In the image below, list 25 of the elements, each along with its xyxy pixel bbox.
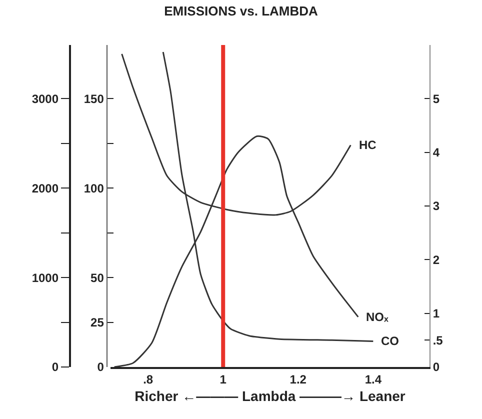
y3-tick-label: 3 bbox=[432, 199, 440, 214]
y2-tick-label: 150 bbox=[84, 92, 104, 106]
x-tick-label: 1.2 bbox=[290, 372, 307, 386]
chart-title: EMISSIONS vs. LAMBDA bbox=[164, 3, 319, 18]
y3-tick-label: 2 bbox=[432, 252, 440, 267]
x-tick-label: 1.4 bbox=[364, 372, 382, 386]
y3-tick-label: 1 bbox=[432, 306, 440, 321]
y2-tick-label: 100 bbox=[84, 181, 104, 196]
y3-tick-label: 5 bbox=[432, 92, 440, 106]
y2-tick-label: 25 bbox=[90, 315, 104, 330]
y-tick-label: 1000 bbox=[32, 270, 59, 285]
y3-tick-label: 4 bbox=[432, 146, 440, 160]
series-label: HC bbox=[359, 138, 377, 152]
y2-tick-label: 50 bbox=[90, 270, 104, 285]
y3-tick-label: .5 bbox=[432, 333, 444, 348]
y-tick-label: 2000 bbox=[32, 181, 59, 196]
x-tick-label: .8 bbox=[143, 372, 154, 386]
series-label: CO bbox=[381, 334, 399, 348]
x-axis-title: Richer ←——— Lambda ———→ Leaner bbox=[134, 388, 406, 404]
y-tick-label: 0 bbox=[52, 360, 59, 374]
y2-tick-label: 0 bbox=[97, 360, 104, 374]
y3-tick-label: 0 bbox=[432, 360, 440, 374]
x-tick-label: 1 bbox=[220, 372, 227, 386]
series-label: NOₓ bbox=[366, 310, 389, 324]
y-tick-label: 3000 bbox=[32, 92, 59, 106]
